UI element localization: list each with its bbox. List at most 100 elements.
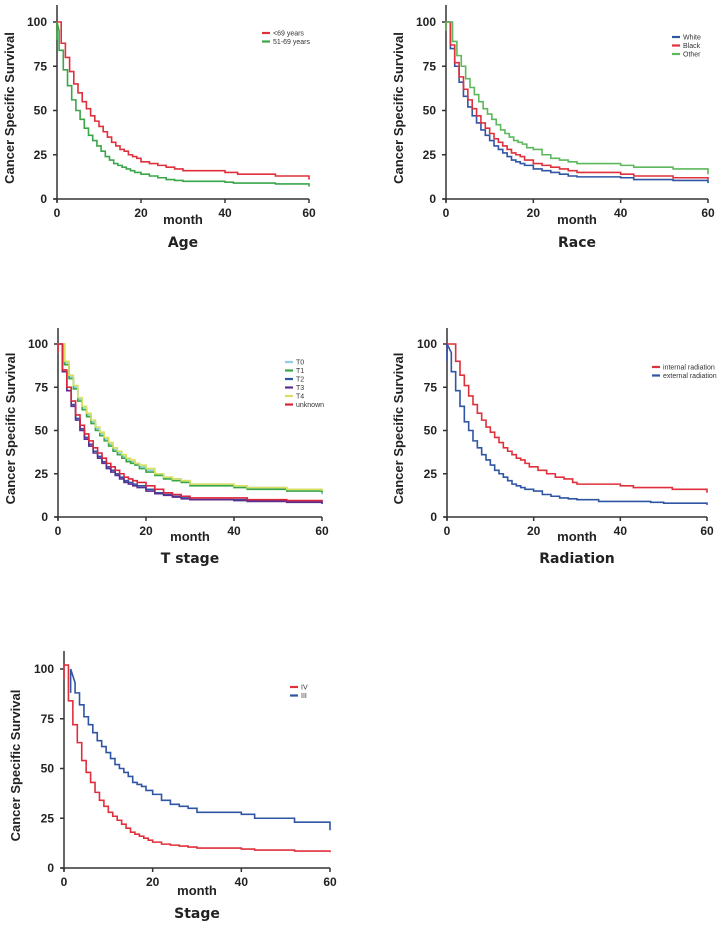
- series-line-iii: [69, 668, 331, 831]
- x-axis-label: month: [557, 212, 597, 227]
- x-tick-label: 60: [323, 875, 337, 889]
- panel-title: Stage: [174, 906, 220, 922]
- y-tick-label: 100: [27, 15, 47, 29]
- legend-label: internal radiation: [663, 365, 715, 372]
- y-tick-label: 100: [28, 337, 48, 351]
- legend-label: Other: [683, 52, 701, 59]
- x-axis-label: month: [177, 883, 217, 898]
- series-line-other: [445, 21, 709, 175]
- x-tick-label: 0: [443, 206, 450, 220]
- x-tick-label: 20: [527, 206, 541, 220]
- x-tick-label: 20: [139, 524, 153, 538]
- panel-radiation: 0 25 50 75 100 0 20 40 60 Cancer Specific Surviva…: [391, 328, 717, 567]
- legend-label: <69 years: [273, 31, 304, 38]
- panel-title: T stage: [161, 551, 219, 567]
- y-tick-label: 0: [429, 192, 436, 206]
- y-tick-label: 75: [424, 380, 438, 394]
- series-line-white: [445, 21, 709, 184]
- x-tick-label: 40: [218, 206, 232, 220]
- x-tick-label: 0: [54, 206, 61, 220]
- series-line-internal-radiation: [446, 343, 708, 493]
- x-tick-label: 20: [146, 875, 160, 889]
- y-axis-label: Cancer Specific Survival: [391, 353, 406, 505]
- legend-label: T0: [296, 360, 304, 367]
- series-line-51-69-years: [56, 21, 310, 187]
- x-tick-label: 40: [614, 524, 628, 538]
- panel-stage: 0 25 50 75 100 0 20 40 60 Cancer Specific Surviva…: [8, 651, 337, 922]
- y-tick-label: 25: [41, 811, 55, 825]
- x-tick-label: 60: [315, 524, 329, 538]
- y-tick-label: 75: [41, 712, 55, 726]
- x-axis-label: month: [163, 212, 203, 227]
- panel-title: Race: [558, 235, 596, 251]
- y-axis-label: Cancer Specific Survival: [8, 690, 23, 842]
- y-tick-label: 25: [423, 148, 437, 162]
- y-axis-label: Cancer Specific Survival: [3, 353, 18, 505]
- series-line-t3: [57, 343, 323, 505]
- y-tick-label: 100: [417, 337, 437, 351]
- x-tick-label: 40: [235, 875, 249, 889]
- y-tick-label: 75: [423, 59, 437, 73]
- legend-label: external radiation: [663, 373, 717, 380]
- series-line-t4: [57, 343, 323, 492]
- y-tick-label: 75: [34, 59, 48, 73]
- panel-title: Radiation: [539, 551, 615, 567]
- y-tick-label: 50: [41, 762, 55, 776]
- x-tick-label: 60: [701, 206, 715, 220]
- x-tick-label: 60: [700, 524, 714, 538]
- series-line-t1: [57, 343, 323, 493]
- x-axis-label: month: [170, 529, 210, 544]
- legend-label: III: [301, 693, 307, 700]
- y-tick-label: 100: [34, 662, 54, 676]
- y-tick-label: 50: [34, 104, 48, 118]
- legend-label: T4: [296, 394, 304, 401]
- x-tick-label: 20: [527, 524, 541, 538]
- series-line-69-years: [56, 21, 310, 180]
- y-tick-label: 0: [47, 861, 54, 875]
- y-tick-label: 25: [35, 467, 49, 481]
- series-line-t0: [57, 343, 323, 495]
- x-tick-label: 0: [61, 875, 68, 889]
- series-line-unknown: [57, 343, 323, 502]
- legend-label: White: [683, 35, 701, 42]
- y-tick-label: 25: [424, 467, 438, 481]
- y-tick-label: 0: [430, 510, 437, 524]
- x-tick-label: 40: [227, 524, 241, 538]
- series-line-external-radiation: [446, 343, 708, 505]
- legend-label: IV: [301, 685, 308, 692]
- legend-label: Black: [683, 43, 701, 50]
- y-tick-label: 25: [34, 148, 48, 162]
- y-axis-label: Cancer Specific Survival: [391, 32, 406, 184]
- y-tick-label: 50: [423, 104, 437, 118]
- y-tick-label: 0: [40, 192, 47, 206]
- y-tick-label: 50: [424, 424, 438, 438]
- panel-age: 0 25 50 75 100 0 20 40 60 Cancer Specific Surviva…: [2, 5, 316, 251]
- legend-label: T1: [296, 368, 304, 375]
- x-tick-label: 20: [134, 206, 148, 220]
- x-tick-label: 40: [614, 206, 628, 220]
- panel-title: Age: [168, 235, 198, 251]
- x-tick-label: 0: [55, 524, 62, 538]
- series-line-iv: [63, 664, 331, 853]
- x-tick-label: 60: [302, 206, 316, 220]
- panel-race: 0 25 50 75 100 0 20 40 60 Cancer Specific Surviva…: [391, 5, 715, 251]
- series-line-t2: [57, 343, 323, 504]
- y-tick-label: 50: [35, 424, 49, 438]
- y-tick-label: 100: [416, 15, 436, 29]
- legend-label: 51-69 years: [273, 39, 310, 46]
- y-axis-label: Cancer Specific Survival: [2, 32, 17, 184]
- y-tick-label: 75: [35, 380, 49, 394]
- y-tick-label: 0: [41, 510, 48, 524]
- series-line-black: [445, 21, 709, 180]
- x-tick-label: 0: [444, 524, 451, 538]
- legend-label: unknown: [296, 402, 324, 409]
- panel-t-stage: 0 25 50 75 100 0 20 40 60 Cancer Specific Surviva…: [3, 328, 329, 567]
- x-axis-label: month: [557, 529, 597, 544]
- legend-label: T2: [296, 377, 304, 384]
